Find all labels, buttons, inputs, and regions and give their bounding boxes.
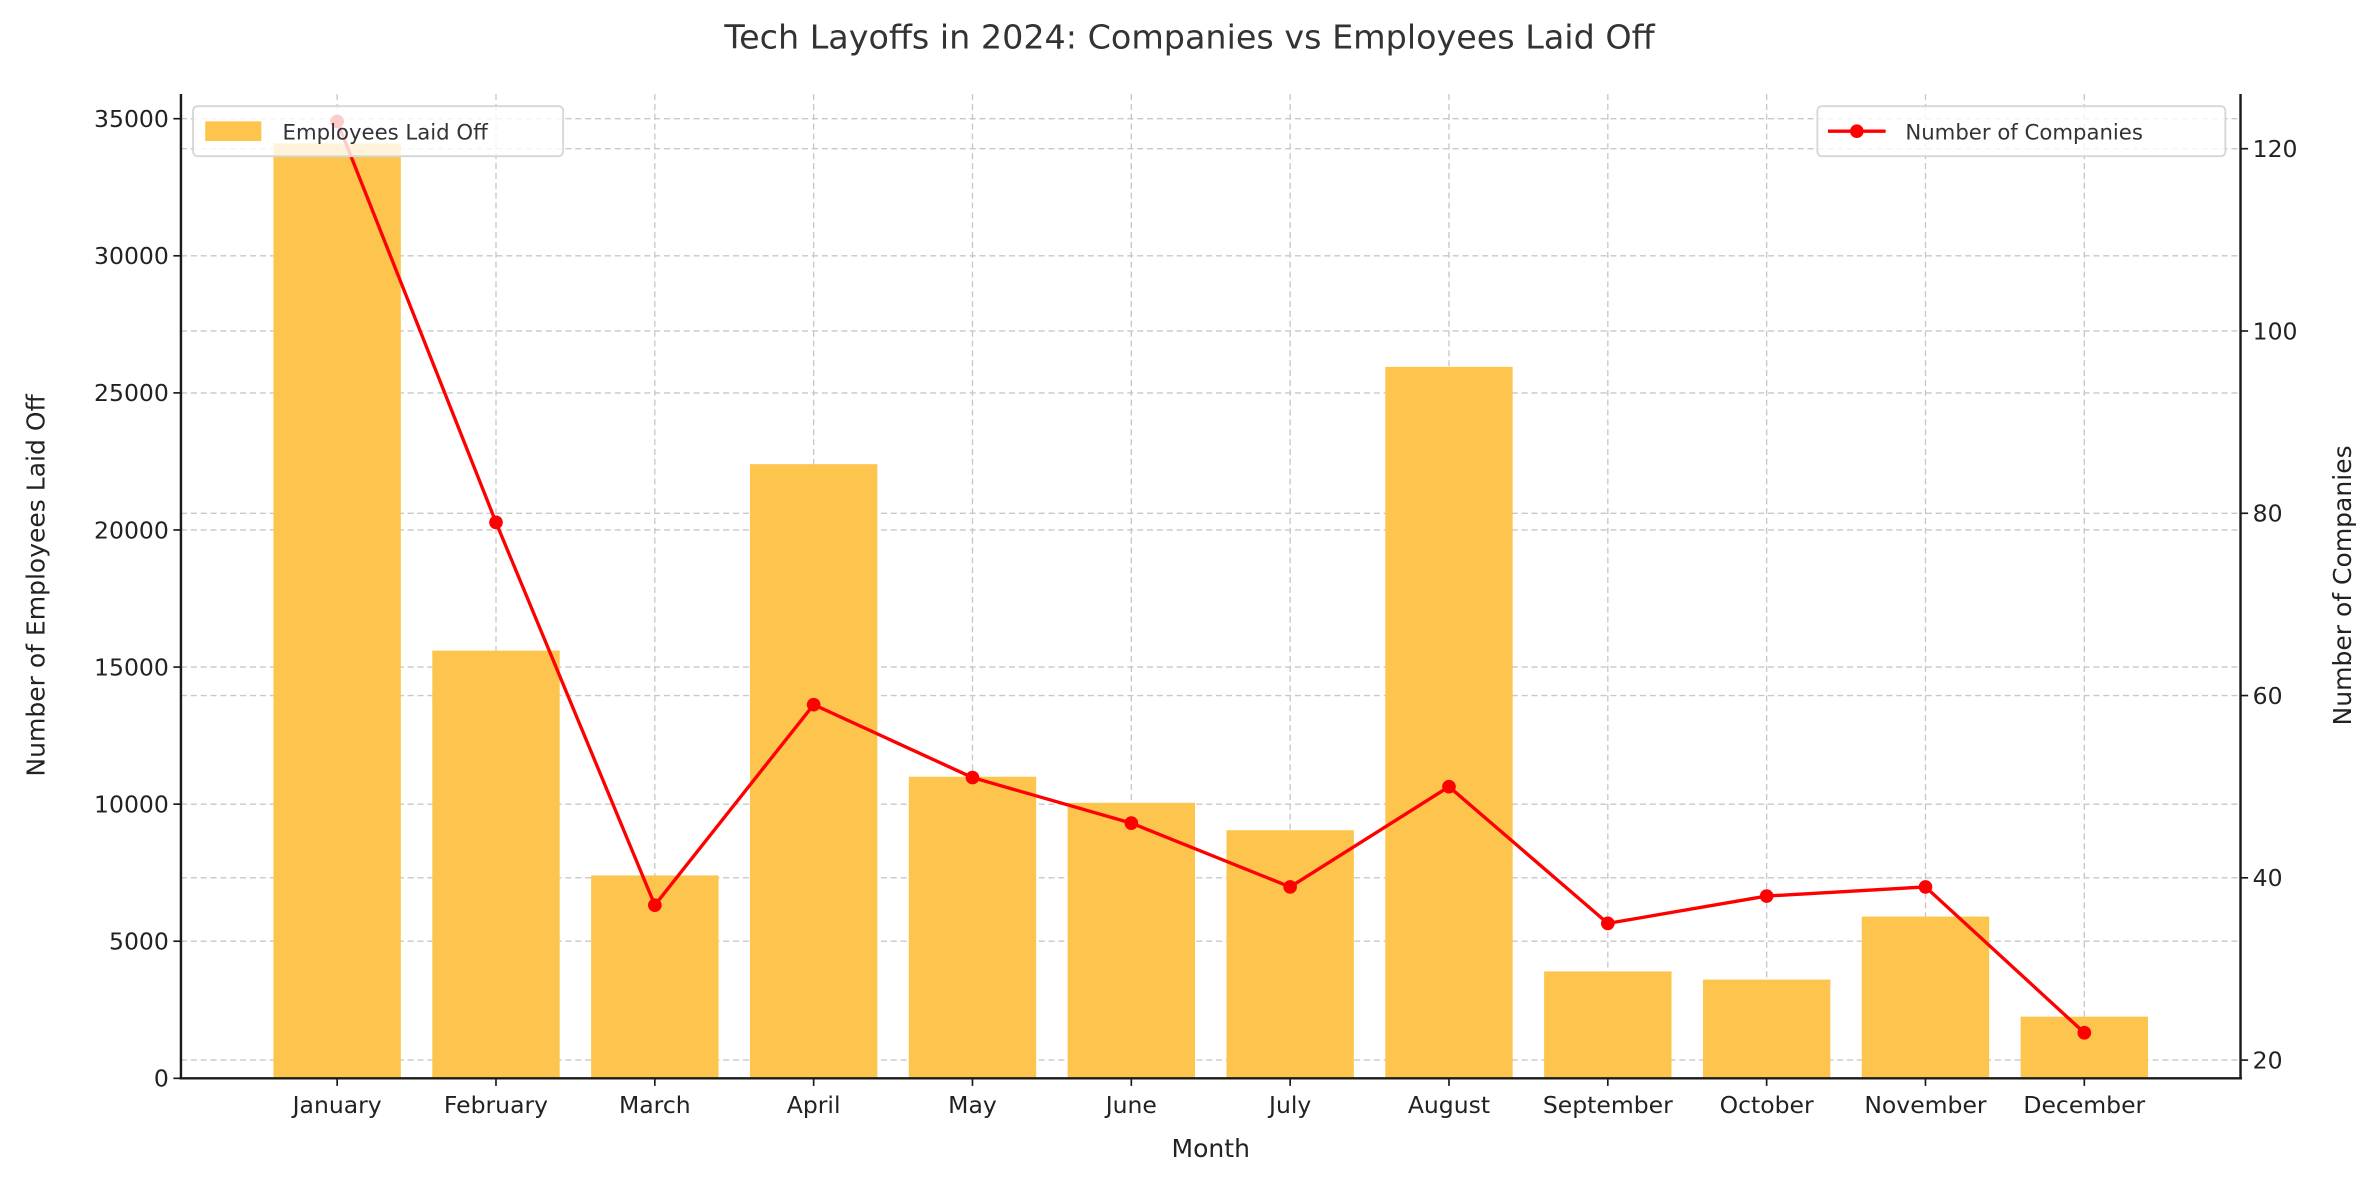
y-tick-label: 0 xyxy=(154,1065,169,1093)
y-tick-label: 35000 xyxy=(94,105,169,133)
legend-employees: Employees Laid Off xyxy=(192,105,565,158)
legend-label-companies: Number of Companies xyxy=(1905,121,2143,146)
y2-tick-label: 80 xyxy=(2253,500,2283,528)
line-marker-icon xyxy=(965,770,980,785)
y-tick-label: 20000 xyxy=(94,516,169,544)
bar xyxy=(749,464,878,1079)
legend-marker-icon xyxy=(1849,124,1864,139)
line-path xyxy=(335,120,2086,1034)
bar xyxy=(273,143,401,1079)
legend-bar-swatch-icon xyxy=(205,121,262,142)
line-marker-icon xyxy=(2077,1025,2092,1040)
x-tick-label: April xyxy=(787,1091,841,1119)
x-axis-label: Month xyxy=(1172,1134,1250,1163)
x-tick-label: May xyxy=(948,1091,997,1119)
left-y-ticks: 0 5000 10000 15000 20000 25000 30000 35000 xyxy=(94,105,181,1093)
y2-tick-label: 100 xyxy=(2253,317,2298,345)
bar xyxy=(1544,971,1672,1079)
bar xyxy=(908,776,1037,1079)
bar xyxy=(432,650,560,1079)
bar-series-employees xyxy=(273,143,2149,1079)
x-tick-label: December xyxy=(2023,1091,2145,1119)
y-tick-label: 25000 xyxy=(94,379,169,407)
bar xyxy=(1067,802,1196,1079)
x-tick-label: September xyxy=(1543,1091,1673,1119)
y-tick-label: 30000 xyxy=(94,242,169,270)
y2-axis-label: Number of Companies xyxy=(2328,445,2357,725)
x-tick-label: January xyxy=(291,1091,382,1119)
y2-tick-label: 40 xyxy=(2253,864,2283,892)
x-tick-label: February xyxy=(444,1091,548,1119)
y-axis-label: Number of Employees Laid Off xyxy=(21,393,50,776)
y-tick-label: 15000 xyxy=(94,653,169,681)
x-tick-label: August xyxy=(1408,1091,1490,1119)
x-tick-label: June xyxy=(1104,1091,1157,1119)
line-marker-icon xyxy=(1759,889,1774,903)
legend-box xyxy=(1816,105,2227,158)
legend-companies: Number of Companies xyxy=(1816,105,2227,158)
line-marker-icon xyxy=(1918,880,1933,894)
line-marker-icon xyxy=(647,898,662,912)
line-marker-icon xyxy=(806,697,821,712)
x-ticks: January February March April May June July Augu… xyxy=(291,1078,2146,1119)
y-tick-label: 5000 xyxy=(109,928,169,956)
line-marker-icon xyxy=(1124,816,1139,830)
line-marker-icon xyxy=(1600,916,1615,931)
x-tick-label: October xyxy=(1720,1091,1814,1119)
y2-tick-label: 20 xyxy=(2253,1046,2283,1074)
x-tick-label: November xyxy=(1864,1091,1987,1119)
right-y-ticks: 20 40 60 80 100 120 xyxy=(2240,135,2298,1074)
bar xyxy=(2020,1016,2149,1079)
axes xyxy=(179,94,2243,1080)
y-tick-label: 10000 xyxy=(94,790,169,818)
line-marker-icon xyxy=(489,515,503,530)
y2-tick-label: 120 xyxy=(2253,135,2298,163)
x-tick-label: July xyxy=(1267,1091,1311,1119)
legend-box xyxy=(192,105,565,158)
bar xyxy=(1861,916,1990,1079)
line-series-companies xyxy=(330,114,2092,1040)
x-tick-label: March xyxy=(619,1091,691,1119)
chart-title: Tech Layoffs in 2024: Companies vs Emplo… xyxy=(723,18,1655,57)
line-marker-icon xyxy=(1283,880,1297,894)
bar xyxy=(1702,979,1831,1079)
y2-tick-label: 60 xyxy=(2253,682,2283,710)
bar xyxy=(1385,366,1513,1079)
line-marker-icon xyxy=(1442,779,1456,794)
legend-label-employees: Employees Laid Off xyxy=(283,121,490,146)
